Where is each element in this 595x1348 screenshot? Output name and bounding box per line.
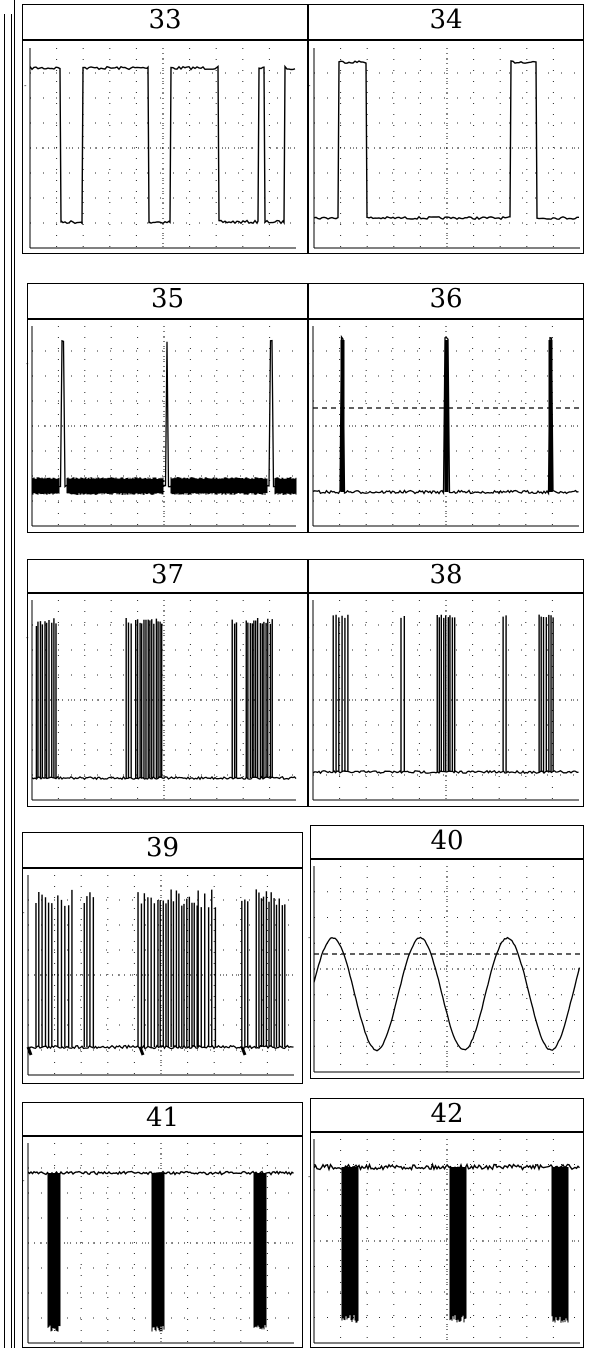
svg-text:-: - [307,360,310,368]
oscilloscope-trace-34: - [308,48,580,249]
page-left-inner-rule [4,14,12,1348]
svg-text:-: - [26,360,29,368]
figure-label-34: 34 [308,4,584,40]
figure-label-36: 36 [308,283,584,319]
figure-panel-33 [22,40,308,254]
svg-text:-: - [308,1173,311,1181]
oscilloscope-trace-36: - [307,326,579,527]
figure-panel-37 [27,593,308,807]
figure-label-37: 37 [27,559,308,593]
figure-label-39: 39 [22,832,303,868]
figure-label-33: 33 [22,4,308,40]
svg-text:-: - [308,82,311,90]
figure-label-38: 38 [308,559,584,593]
figure-label-35: 35 [27,283,308,319]
oscilloscope-trace-35: - [26,326,297,527]
svg-text:-: - [22,909,25,917]
svg-text:-: - [24,82,27,90]
oscilloscope-trace-38: - [307,600,579,801]
oscilloscope-trace-42: - [308,1139,580,1344]
svg-text:-: - [308,934,311,942]
svg-text:-: - [26,634,29,642]
oscilloscope-trace-37: - [26,600,297,801]
figure-label-41: 41 [22,1102,303,1136]
figure-label-42: 42 [310,1098,584,1132]
oscilloscope-trace-33: - [24,48,296,249]
oscilloscope-trace-41: - [22,1143,294,1344]
figure-label-40: 40 [310,825,584,859]
page-left-margin-rule [0,0,15,1348]
svg-text:-: - [22,1177,25,1185]
oscilloscope-trace-40: - [308,866,581,1073]
oscilloscope-trace-39: - [22,875,294,1076]
svg-text:-: - [307,634,310,642]
